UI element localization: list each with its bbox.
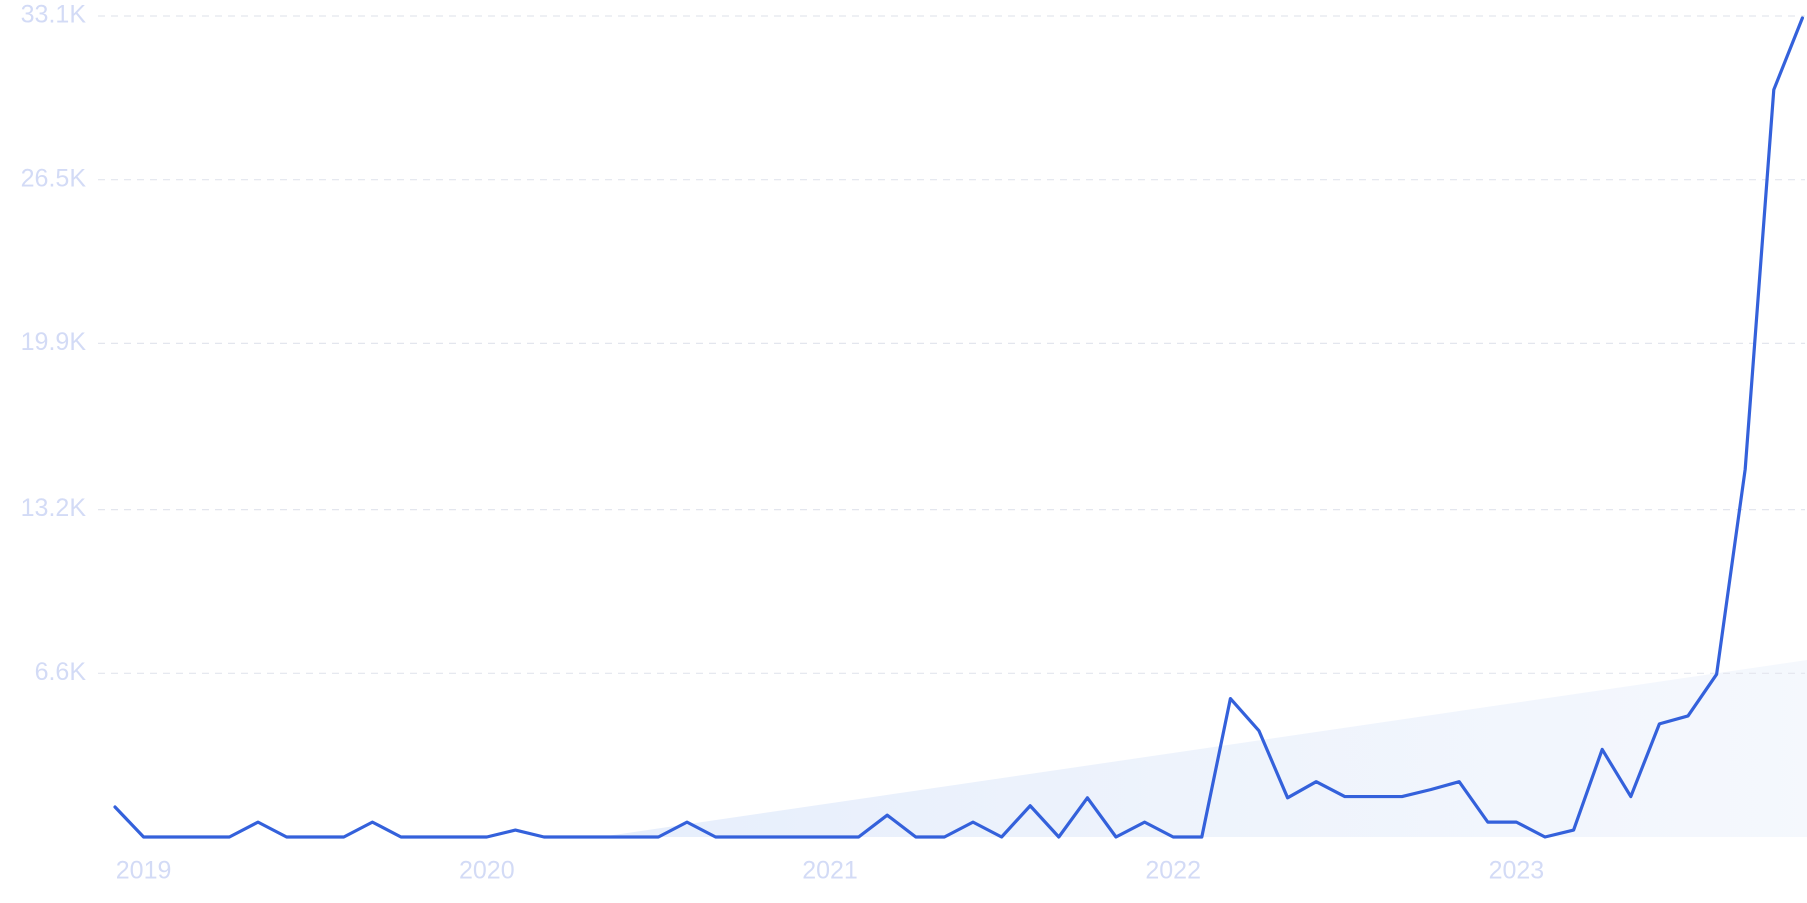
line — [113, 16, 1804, 839]
y-tick-label: 6.6K — [35, 658, 87, 686]
y-tick-label: 19.9K — [21, 328, 87, 356]
x-tick-label: 2023 — [1489, 857, 1545, 885]
x-tick-label: 2022 — [1145, 857, 1201, 885]
x-tick-label: 2020 — [459, 857, 515, 885]
trend-area — [600, 660, 1807, 837]
y-tick-label: 33.1K — [21, 1, 87, 29]
x-tick-label: 2019 — [116, 857, 172, 885]
y-tick-label: 13.2K — [21, 494, 87, 522]
y-tick-label: 26.5K — [21, 164, 87, 192]
x-tick-label: 2021 — [802, 857, 858, 885]
